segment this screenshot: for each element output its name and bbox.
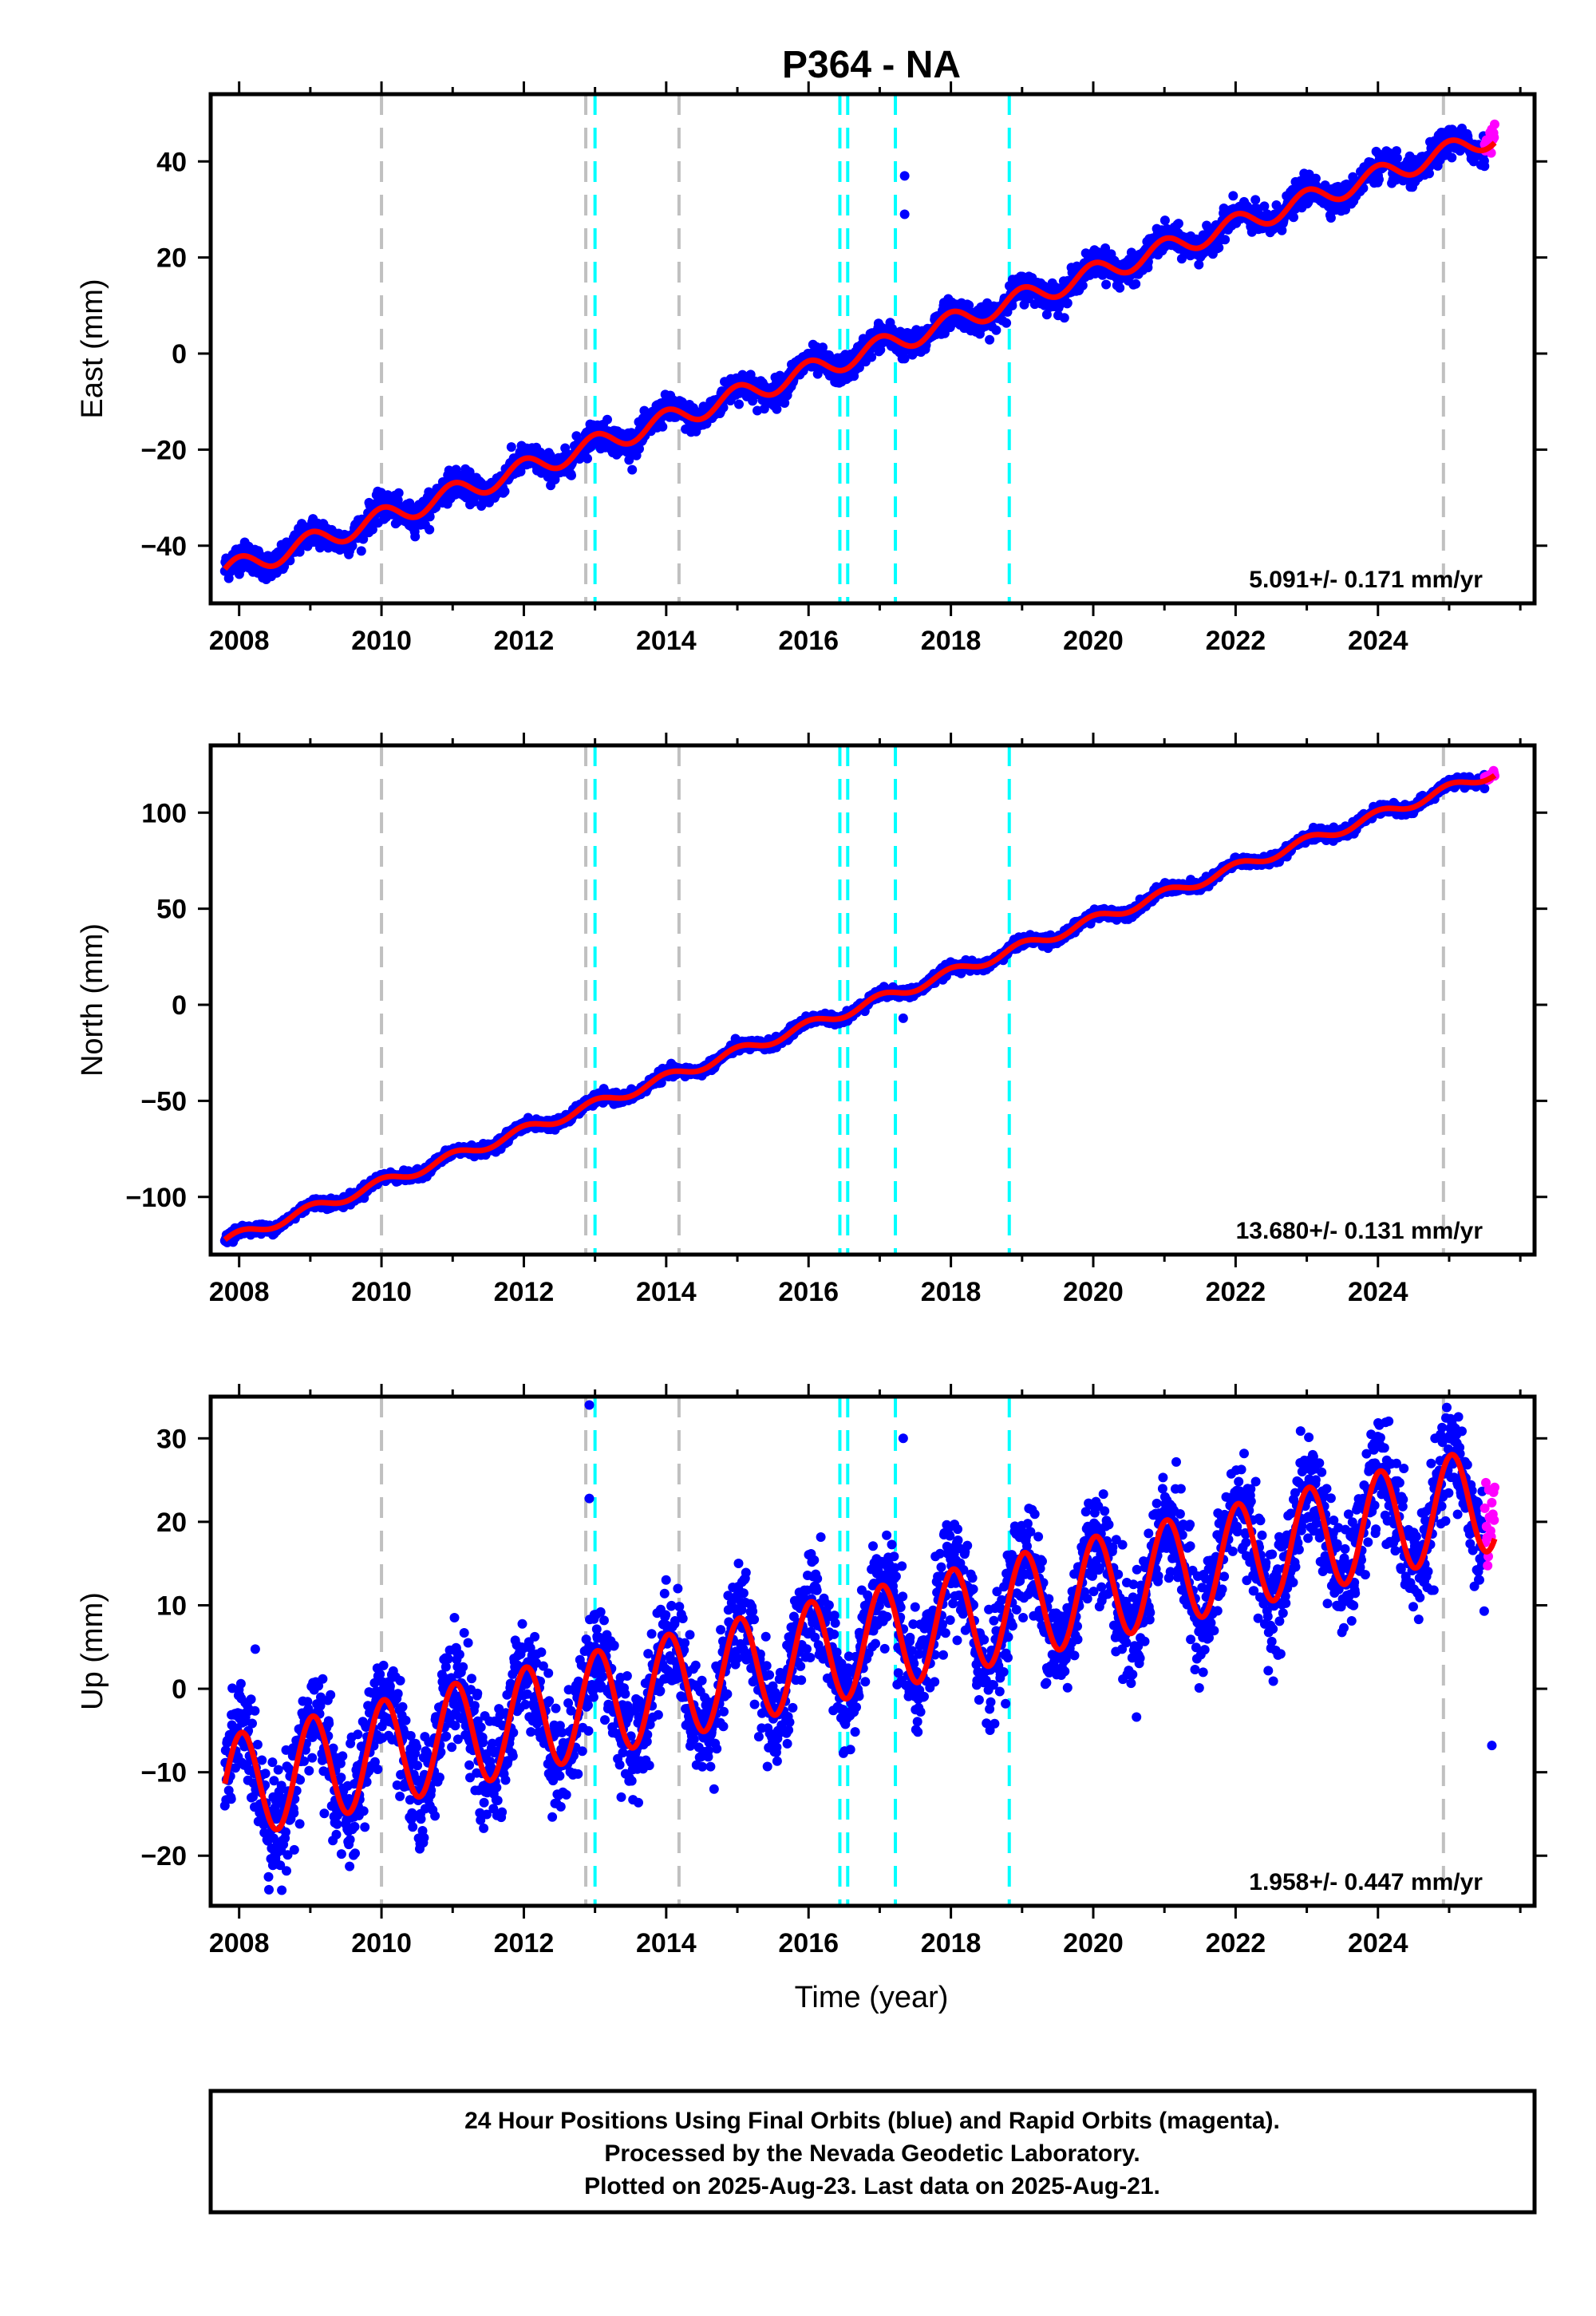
data-point (985, 334, 995, 345)
data-point (1447, 152, 1457, 163)
plot-area (219, 94, 1499, 603)
data-point (1310, 173, 1321, 184)
data-point (1100, 243, 1111, 253)
data-point (347, 541, 358, 551)
data-point (393, 488, 404, 498)
data-point (1341, 204, 1350, 215)
data-point (627, 464, 638, 475)
data-point (425, 524, 435, 535)
data-point (358, 534, 369, 544)
y-tick-label: 0 (172, 339, 187, 370)
x-tick-label: 2016 (778, 626, 839, 656)
data-point (991, 325, 1001, 335)
data-point (1392, 146, 1401, 156)
data-point (658, 421, 668, 432)
data-point (1007, 301, 1017, 310)
data-point (1194, 259, 1204, 270)
data-point (1041, 310, 1052, 320)
data-point (1228, 191, 1238, 201)
chart-title: P364 - NA (782, 44, 961, 86)
x-tick-label: 2008 (209, 626, 270, 656)
y-tick-label: 40 (156, 147, 187, 177)
x-tick-label: 2010 (351, 626, 412, 656)
data-point (1277, 225, 1287, 235)
data-point (1173, 219, 1183, 229)
data-point (867, 352, 877, 362)
data-point (425, 512, 435, 522)
data-point (1289, 212, 1298, 223)
x-tick-label: 2022 (1206, 626, 1266, 656)
y-tick-label: −20 (140, 435, 187, 465)
data-point (1424, 168, 1434, 179)
data-point (1325, 213, 1336, 223)
data-point (1374, 174, 1384, 184)
east-panel: 2008 2010 2012 2014 2016 2018 2020 2022 2024 −40 −… (76, 81, 1547, 656)
outlier-point (899, 209, 910, 219)
data-point (567, 470, 576, 480)
data-point (1115, 283, 1125, 293)
data-point (1479, 161, 1490, 172)
data-point (1001, 318, 1012, 328)
data-point (583, 453, 592, 464)
data-point (1250, 195, 1261, 205)
data-point (1214, 243, 1224, 253)
data-point (1131, 279, 1141, 289)
data-point (899, 354, 910, 364)
data-point (1220, 235, 1231, 245)
data-point (1059, 313, 1069, 323)
x-tick-label: 2020 (1063, 626, 1124, 656)
data-point (1062, 298, 1073, 308)
data-point (500, 486, 510, 496)
y-tick-label: −40 (140, 532, 187, 562)
data-point (718, 402, 729, 413)
data-point (1077, 280, 1088, 290)
data-point (1259, 201, 1270, 211)
data-point (410, 532, 421, 542)
outlier-point (899, 171, 910, 181)
data-point (818, 342, 828, 353)
data-point (1159, 215, 1170, 226)
data-point (602, 414, 612, 425)
data-point (854, 362, 864, 373)
x-tick-label: 2012 (494, 626, 555, 656)
north-panel: 2008 2010 2012 2014 2016 2018 2020 2022 2024−100… (76, 733, 1547, 1307)
data-point (571, 431, 582, 441)
data-point (506, 442, 516, 453)
x-tick-label: 2024 (1348, 626, 1408, 656)
model-fit-line (223, 137, 1497, 571)
rapid-data-point (1489, 132, 1499, 143)
x-tick-label: 2018 (921, 626, 982, 656)
data-point (639, 405, 650, 416)
data-point (367, 524, 377, 535)
data-point (1101, 279, 1112, 290)
data-point (1392, 153, 1402, 164)
y-tick-label: 20 (156, 243, 187, 274)
x-tick-label: 2014 (636, 626, 697, 656)
data-point (356, 546, 366, 556)
rapid-data-point (1490, 119, 1499, 129)
data-point (634, 444, 644, 454)
plot-frame (208, 92, 1537, 606)
plot-area (219, 745, 1499, 1255)
data-point (734, 399, 744, 409)
data-point (939, 328, 950, 338)
data-point (772, 404, 782, 414)
y-axis-title: East (mm) (76, 279, 109, 418)
velocity-label: 5.091+/- 0.171 mm/yr (1249, 567, 1483, 593)
data-point (223, 573, 234, 583)
